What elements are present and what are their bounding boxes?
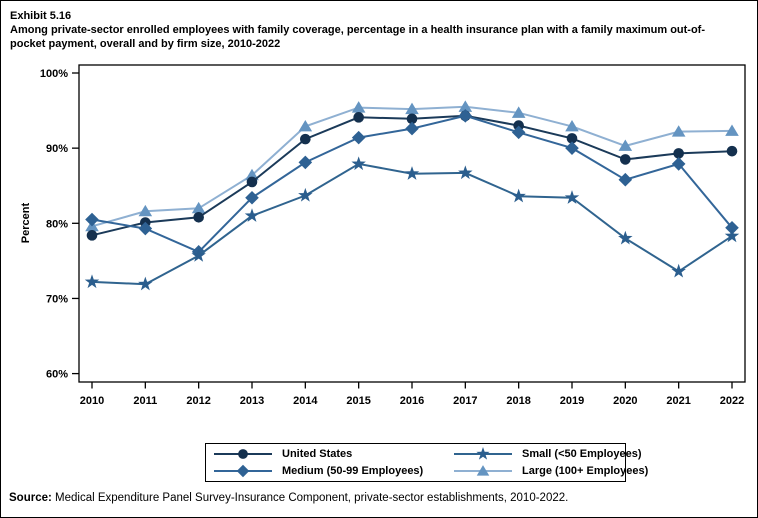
x-tick-label: 2010 [80,395,104,407]
data-point-circle [246,176,258,188]
data-point-circle [726,145,738,157]
data-point-triangle [671,125,686,137]
data-point-triangle [191,201,206,214]
legend-marker-star [454,447,512,460]
data-point-triangle [405,102,419,115]
y-tick-label: 100% [40,68,68,80]
data-point-star [244,208,260,222]
data-point-star [618,230,633,245]
data-point-diamond [85,212,99,227]
legend-item: Medium (50-99 Employees) [212,463,452,480]
x-tick-label: 2015 [346,395,370,407]
data-point-circle [620,154,631,165]
legend-label: Medium (50-99 Employees) [282,465,424,477]
data-point-triangle [351,101,366,113]
x-tick-label: 2021 [666,395,690,407]
y-tick-label: 60% [46,369,68,381]
data-point-circle [406,113,418,125]
data-point-star [724,228,740,243]
data-point-diamond [405,121,419,136]
data-point-diamond [511,125,526,140]
data-point-diamond [245,190,259,205]
y-tick-label: 80% [46,218,68,230]
y-axis-label: Percent [20,202,32,244]
legend-label: United States [282,448,353,460]
chart-legend: United States Small (<50 Employees) Medium… [205,443,648,482]
data-point-circle [300,133,311,145]
legend-marker-circle [214,449,272,459]
x-tick-label: 2017 [453,395,477,407]
source-label: Source: [9,492,52,504]
data-point-star [351,156,366,171]
data-point-star [458,165,473,180]
legend-label: Small (<50 Employees) [522,448,642,460]
source-text: Medical Expenditure Panel Survey-Insuran… [51,492,569,504]
data-point-triangle [458,100,473,112]
legend-marker-triangle [454,465,512,476]
legend-item: Large (100+ Employees) [452,463,648,480]
data-point-diamond [236,464,250,478]
series-line-diamond [91,114,733,254]
x-tick-label: 2020 [613,395,637,407]
source-note: Source: Medical Expenditure Panel Survey… [9,492,749,504]
title-block: Exhibit 5.16 Among private-sector enroll… [10,9,725,51]
x-tick-label: 2013 [240,395,264,407]
data-point-circle [673,148,684,159]
data-point-circle [193,211,204,223]
data-point-diamond [725,221,739,235]
legend-item: Small (<50 Employees) [452,446,648,463]
data-point-star [84,274,100,289]
data-point-diamond [298,155,313,170]
data-point-diamond [458,109,473,123]
x-tick-label: 2019 [560,395,584,407]
data-point-circle [353,112,364,123]
legend-label: Large (100+ Employees) [522,465,649,477]
data-point-triangle [565,119,579,132]
data-point-star [476,447,490,460]
data-point-triangle [245,168,259,181]
data-point-diamond [618,172,633,187]
data-point-triangle [298,119,313,132]
data-point-star [191,248,206,262]
data-point-triangle [618,139,633,151]
x-tick-label: 2014 [293,395,318,407]
data-point-triangle [138,204,153,217]
data-point-circle [566,133,578,144]
data-point-star [138,276,153,291]
x-tick-label: 2016 [400,395,424,407]
data-point-diamond [671,157,686,171]
data-point-triangle [725,124,739,136]
exhibit-label: Exhibit 5.16 [10,10,72,22]
data-point-star [564,190,580,204]
data-point-circle [238,449,248,459]
line-chart: 100% 90% 80% 70% 60% 2010 2011 2012 2013 2014 2015… [40,64,746,407]
legend-item: United States [212,446,452,463]
data-point-diamond [138,221,153,236]
data-point-star [671,263,686,278]
x-tick-label: 2018 [506,395,530,407]
data-point-circle [86,230,98,241]
chart-title: Among private-sector enrolled employees … [10,24,706,50]
data-point-star [298,187,313,202]
data-point-diamond [351,130,366,145]
data-point-diamond [565,141,579,155]
series-line-star [91,162,733,286]
x-tick-label: 2012 [186,395,210,407]
data-point-triangle [476,465,490,476]
x-tick-label: 2022 [720,395,744,407]
data-point-star [511,188,526,203]
y-tick-label: 70% [46,293,68,305]
x-tick-label: 2011 [133,395,157,407]
y-tick-label: 90% [46,143,68,155]
legend-marker-diamond [214,464,272,478]
data-point-triangle [511,106,526,118]
data-point-star [404,166,420,180]
